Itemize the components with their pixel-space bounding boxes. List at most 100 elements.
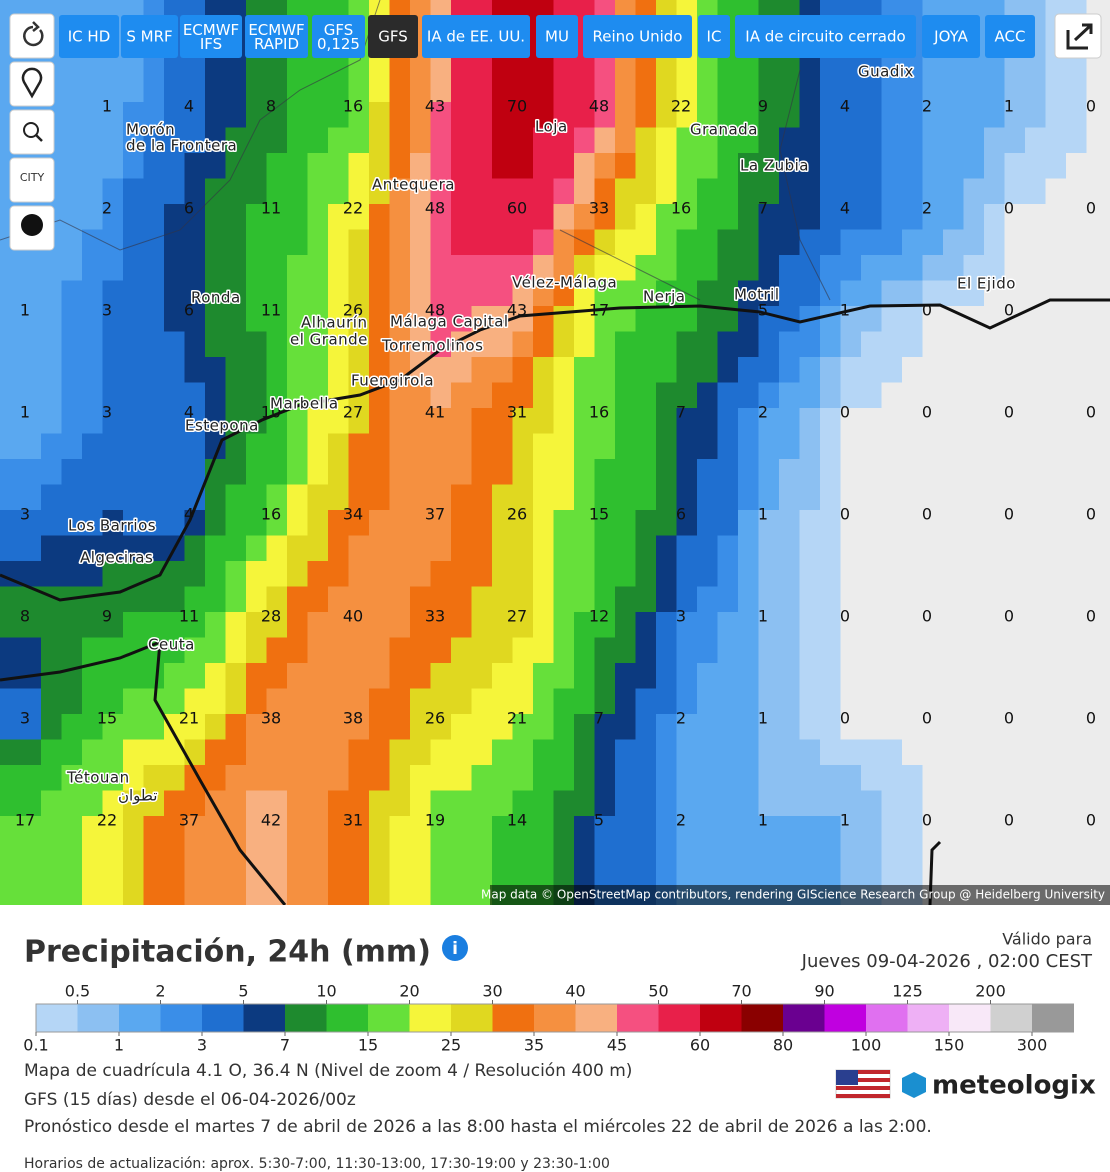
grid-cell xyxy=(861,663,883,690)
grid-cell xyxy=(635,535,657,562)
grid-cell xyxy=(635,586,657,613)
grid-cell xyxy=(963,841,985,868)
grid-cell xyxy=(1004,357,1026,384)
grid-cell xyxy=(1004,433,1026,460)
grid-value: 3 xyxy=(20,505,30,524)
grid-cell xyxy=(820,561,842,588)
grid-cell xyxy=(451,433,473,460)
grid-cell xyxy=(348,204,370,231)
grid-cell xyxy=(1107,25,1110,52)
model-button[interactable] xyxy=(536,15,578,58)
refresh-button[interactable] xyxy=(9,13,55,59)
grid-cell xyxy=(369,484,391,511)
grid-cell xyxy=(574,841,596,868)
grid-cell xyxy=(553,688,575,715)
grid-cell xyxy=(697,586,719,613)
grid-cell xyxy=(451,510,473,537)
grid-cell xyxy=(143,153,165,180)
grid-cell xyxy=(369,433,391,460)
grid-cell xyxy=(1066,76,1088,103)
city-label: CITY xyxy=(20,171,45,184)
grid-cell xyxy=(717,790,739,817)
grid-cell xyxy=(881,714,903,741)
place-label: Ronda xyxy=(191,289,241,307)
grid-cell xyxy=(512,714,534,741)
grid-cell xyxy=(266,535,288,562)
location-button[interactable] xyxy=(9,61,55,107)
grid-cell xyxy=(1066,484,1088,511)
model-button[interactable] xyxy=(922,15,980,58)
info-icon[interactable] xyxy=(442,935,468,961)
model-button[interactable] xyxy=(422,15,530,58)
grid-cell xyxy=(512,612,534,639)
grid-cell xyxy=(861,102,883,129)
grid-cell xyxy=(1066,408,1088,435)
grid-cell xyxy=(1045,790,1067,817)
legend-swatch xyxy=(658,1004,701,1032)
grid-cell xyxy=(594,204,616,231)
grid-cell xyxy=(1107,459,1110,486)
grid-cell xyxy=(1045,459,1067,486)
model-button[interactable] xyxy=(368,15,418,58)
zoom-button[interactable] xyxy=(9,109,55,155)
model-button[interactable] xyxy=(121,15,178,58)
place-label: Fuengirola xyxy=(351,372,434,390)
grid-cell xyxy=(1025,433,1047,460)
grid-cell xyxy=(553,127,575,154)
grid-cell xyxy=(0,714,22,741)
model-button[interactable] xyxy=(583,15,692,58)
grid-cell xyxy=(430,153,452,180)
grid-cell xyxy=(471,612,493,639)
grid-cell xyxy=(922,459,944,486)
grid-cell xyxy=(1086,459,1108,486)
grid-cell xyxy=(389,637,411,664)
grid-cell xyxy=(492,204,514,231)
grid-value: 0 xyxy=(1086,607,1096,626)
grid-cell xyxy=(738,204,760,231)
grid-cell xyxy=(533,841,555,868)
model-button[interactable] xyxy=(59,15,119,58)
grid-cell xyxy=(1086,76,1108,103)
grid-cell xyxy=(943,586,965,613)
grid-cell xyxy=(266,561,288,588)
grid-cell xyxy=(20,816,42,843)
model-button[interactable] xyxy=(698,15,730,58)
model-button[interactable] xyxy=(312,15,365,58)
grid-cell xyxy=(840,739,862,766)
grid-cell xyxy=(1045,739,1067,766)
model-button[interactable] xyxy=(985,15,1035,58)
grid-cell xyxy=(799,280,821,307)
grid-cell xyxy=(471,255,493,282)
grid-cell xyxy=(697,459,719,486)
border xyxy=(559,229,701,301)
grid-cell xyxy=(123,433,145,460)
grid-cell xyxy=(861,561,883,588)
legend-swatch xyxy=(700,1004,742,1032)
grid-value: 27 xyxy=(507,607,527,626)
grid-cell xyxy=(574,790,596,817)
grid-cell xyxy=(799,663,821,690)
grid-cell xyxy=(369,204,391,231)
grid-cell xyxy=(205,127,227,154)
grid-cell xyxy=(451,459,473,486)
grid-cell xyxy=(922,331,944,358)
grid-cell xyxy=(328,612,350,639)
grid-cell xyxy=(533,382,555,409)
grid-cell xyxy=(471,76,493,103)
grid-cell xyxy=(143,127,165,154)
grid-cell xyxy=(922,586,944,613)
grid-cell xyxy=(389,127,411,154)
grid-cell xyxy=(1045,306,1067,333)
grid-cell xyxy=(410,102,432,129)
city-button[interactable] xyxy=(9,157,55,203)
grid-cell xyxy=(266,306,288,333)
grid-cell xyxy=(963,535,985,562)
grid-cell xyxy=(205,816,227,843)
model-button[interactable] xyxy=(735,15,916,58)
grid-cell xyxy=(717,306,739,333)
grid-cell xyxy=(307,357,329,384)
grid-cell xyxy=(184,382,206,409)
model-button[interactable] xyxy=(245,15,308,58)
grid-cell xyxy=(1086,127,1108,154)
model-button[interactable] xyxy=(180,15,242,58)
